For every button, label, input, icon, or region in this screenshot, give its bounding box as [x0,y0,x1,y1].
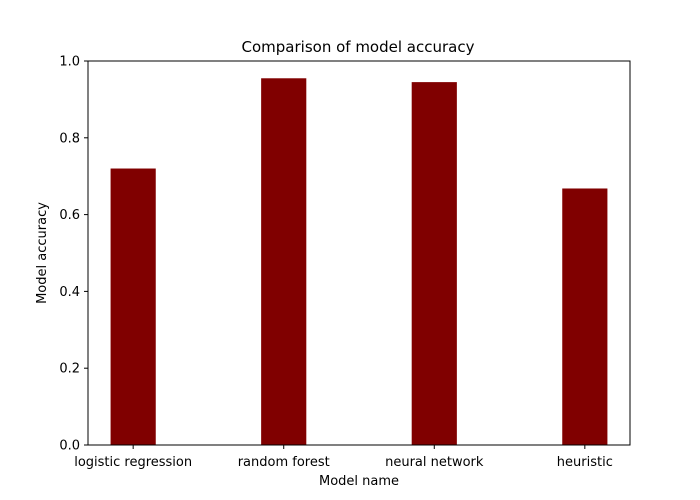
bar-logistic-regression [110,168,156,445]
y-tick-label: 0.6 [59,208,80,223]
y-tick-label: 0.8 [59,131,80,146]
x-axis: logistic regression random forest neural n… [74,445,613,470]
y-axis: 0.0 0.2 0.4 0.6 0.8 1.0 [59,55,88,454]
x-axis-label: Model name [319,474,399,489]
bar-random-forest [261,78,307,445]
y-tick-label: 1.0 [59,55,80,70]
y-tick-label: 0.0 [59,439,80,454]
x-tick-label: heuristic [557,455,613,470]
y-tick-label: 0.4 [59,285,80,300]
bar-neural-network [411,82,457,446]
bar-heuristic [562,188,608,445]
y-axis-label: Model accuracy [35,202,50,304]
y-tick-label: 0.2 [59,362,80,377]
plot-area-frame [87,60,631,446]
x-tick-label: random forest [238,455,330,470]
bars-layer [110,78,608,446]
x-tick-label: logistic regression [74,455,192,470]
chart-title: Comparison of model accuracy [242,38,475,56]
x-tick-label: neural network [385,455,484,470]
